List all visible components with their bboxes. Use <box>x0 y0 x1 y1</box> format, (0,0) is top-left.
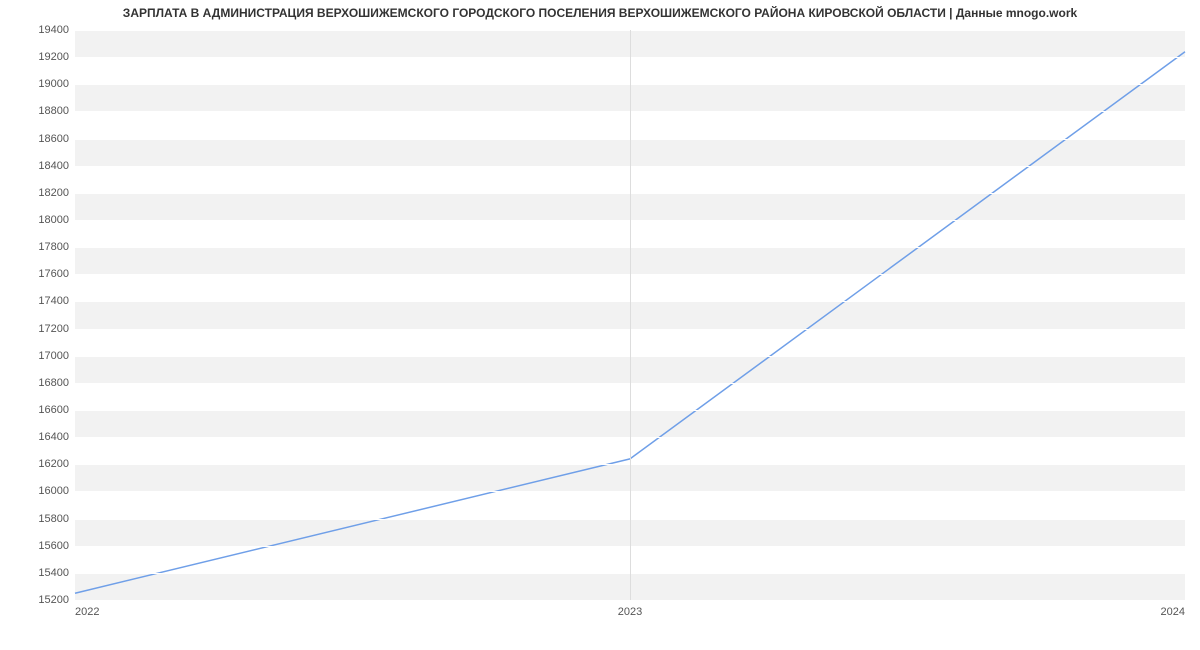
v-gridline <box>630 30 631 600</box>
y-tick-label: 18600 <box>38 133 69 145</box>
y-tick-label: 16400 <box>38 431 69 443</box>
x-tick-label: 2024 <box>1161 606 1185 618</box>
y-tick-label: 17000 <box>38 350 69 362</box>
y-tick-label: 18200 <box>38 187 69 199</box>
y-tick-label: 18400 <box>38 160 69 172</box>
x-tick-label: 2023 <box>618 606 642 618</box>
y-tick-label: 15200 <box>38 594 69 606</box>
x-tick-label: 2022 <box>75 606 99 618</box>
h-gridline <box>75 600 1185 601</box>
y-tick-label: 18000 <box>38 214 69 226</box>
y-tick-label: 16600 <box>38 404 69 416</box>
y-tick-label: 17400 <box>38 295 69 307</box>
y-tick-label: 17800 <box>38 241 69 253</box>
y-tick-label: 15600 <box>38 540 69 552</box>
y-tick-label: 17200 <box>38 323 69 335</box>
y-tick-label: 19000 <box>38 78 69 90</box>
chart-title: ЗАРПЛАТА В АДМИНИСТРАЦИЯ ВЕРХОШИЖЕМСКОГО… <box>0 6 1200 20</box>
y-tick-label: 19200 <box>38 51 69 63</box>
y-tick-label: 16800 <box>38 377 69 389</box>
y-tick-label: 16000 <box>38 485 69 497</box>
y-tick-label: 16200 <box>38 458 69 470</box>
y-tick-label: 15800 <box>38 513 69 525</box>
y-tick-label: 17600 <box>38 268 69 280</box>
y-tick-label: 19400 <box>38 24 69 36</box>
plot-area: 1520015400156001580016000162001640016600… <box>75 30 1185 600</box>
y-tick-label: 18800 <box>38 105 69 117</box>
y-tick-label: 15400 <box>38 567 69 579</box>
